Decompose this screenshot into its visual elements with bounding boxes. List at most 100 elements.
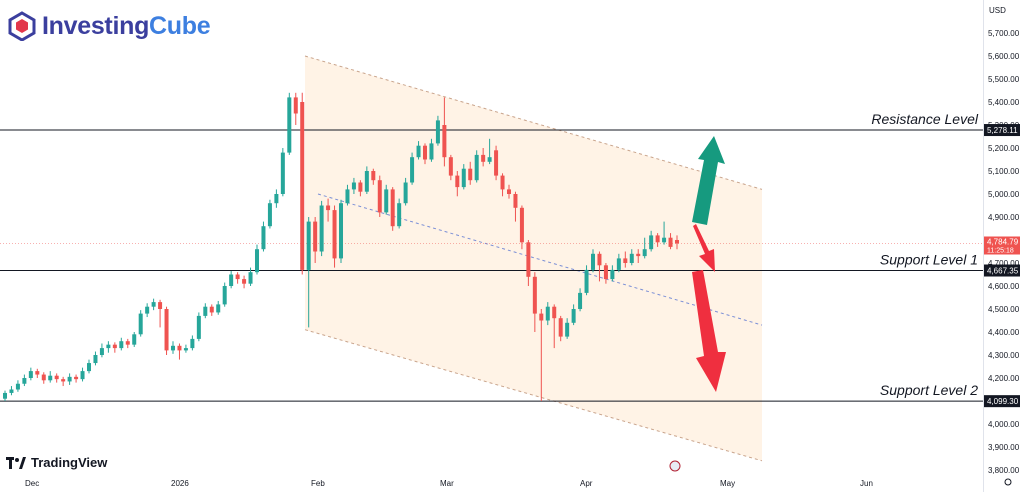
y-tick-label: 5,600.00 xyxy=(988,52,1020,61)
candle-body xyxy=(642,249,647,257)
candle-body xyxy=(41,374,46,381)
cube-logo-icon xyxy=(8,11,36,41)
investingcube-logo: InvestingCube xyxy=(8,8,211,44)
candle-body xyxy=(280,152,285,194)
candle-body xyxy=(48,375,53,381)
level-price-tag: 4,667.35 xyxy=(987,267,1019,276)
candle-body xyxy=(403,182,408,204)
candle-body xyxy=(254,249,260,273)
candle-body xyxy=(603,265,608,280)
y-tick-label: 5,700.00 xyxy=(988,29,1020,38)
channel-upper-line xyxy=(304,55,763,190)
y-tick-label: 5,200.00 xyxy=(988,144,1020,153)
candle-body xyxy=(9,389,14,393)
candle-body xyxy=(481,154,486,162)
candle-body xyxy=(519,207,524,243)
candle-body xyxy=(112,344,117,349)
candle-body xyxy=(345,189,350,204)
y-tick-label: 5,400.00 xyxy=(988,98,1020,107)
level-label: Resistance Level xyxy=(871,111,979,127)
candle-body xyxy=(513,194,518,208)
candle-body xyxy=(61,379,66,382)
y-tick-label: 4,900.00 xyxy=(988,213,1020,222)
y-tick-label: 5,100.00 xyxy=(988,167,1020,176)
candle-body xyxy=(235,274,240,280)
candle-body xyxy=(242,279,247,284)
y-tick-label: 4,600.00 xyxy=(988,282,1020,291)
candle-body xyxy=(571,309,576,323)
candle-body xyxy=(442,125,447,158)
candle-body xyxy=(170,345,176,351)
candle-body xyxy=(177,345,182,351)
candle-body xyxy=(662,237,667,243)
candle-body xyxy=(183,348,188,351)
candle-body xyxy=(74,376,79,380)
level-price-tag-bg xyxy=(984,264,1020,277)
candle-body xyxy=(248,272,253,284)
candle-body xyxy=(22,378,27,384)
candle-body xyxy=(455,175,460,188)
y-tick-label: 4,400.00 xyxy=(988,328,1020,337)
candle-body xyxy=(332,210,337,259)
candle-body xyxy=(306,221,311,270)
candle-body xyxy=(145,306,150,314)
candle-body xyxy=(410,157,415,183)
channel-lower-line xyxy=(304,329,763,462)
y-tick-label: 3,900.00 xyxy=(988,443,1020,452)
candle-body xyxy=(261,226,266,250)
y-tick-label: 4,500.00 xyxy=(988,305,1020,314)
candle-body xyxy=(54,375,59,380)
candle-body xyxy=(487,157,492,162)
candle-body xyxy=(229,274,234,286)
candle-body xyxy=(371,171,376,181)
level-label: Support Level 1 xyxy=(880,252,978,268)
candle-body xyxy=(674,240,680,244)
y-tick-label: 3,800.00 xyxy=(988,466,1020,475)
price-axis-separator xyxy=(983,0,984,492)
candle-body xyxy=(313,221,318,252)
candle-body xyxy=(500,175,505,190)
logo-text-b: Cube xyxy=(149,11,211,40)
x-axis-label: Dec xyxy=(25,479,39,488)
candle-body xyxy=(565,322,570,337)
y-tick-label: 5,500.00 xyxy=(988,75,1020,84)
y-tick-label: 4,200.00 xyxy=(988,374,1020,383)
logo-text-a: Investing xyxy=(42,11,150,40)
y-tick-label: 4,700.00 xyxy=(988,259,1020,268)
x-axis-label: Apr xyxy=(580,479,593,488)
candle-body xyxy=(203,306,208,316)
candle-body xyxy=(119,341,124,349)
candle-body xyxy=(338,203,344,259)
candle-body xyxy=(190,338,195,349)
tradingview-logo-icon xyxy=(6,456,26,469)
candle-body xyxy=(668,237,673,247)
candle-body xyxy=(397,203,402,227)
bullish-arrow xyxy=(692,136,725,225)
currency-label[interactable]: USD xyxy=(989,6,1006,15)
candle-body xyxy=(584,269,589,293)
level-price-tag: 4,099.30 xyxy=(987,397,1019,406)
candle-body xyxy=(209,306,214,313)
candle-body xyxy=(610,269,615,280)
candle-body xyxy=(28,371,33,378)
x-axis-label: 2026 xyxy=(171,479,189,488)
candle-body xyxy=(86,363,92,372)
x-axis-label: Jun xyxy=(860,479,873,488)
y-tick-label: 4,000.00 xyxy=(988,420,1020,429)
x-axis-label: Feb xyxy=(311,479,325,488)
x-axis-label: Mar xyxy=(440,479,454,488)
candle-body xyxy=(164,309,169,351)
candle-body xyxy=(558,318,563,337)
level-price-tag-bg xyxy=(984,124,1020,137)
candle-body xyxy=(267,203,272,227)
candle-body xyxy=(80,371,85,380)
candle-body xyxy=(506,189,512,194)
us-flag-icon xyxy=(669,460,681,472)
level-price-tag: 5,278.11 xyxy=(987,126,1018,135)
channel-mid-line xyxy=(317,193,763,326)
level-price-tag-bg xyxy=(984,395,1020,408)
axis-settings-icon xyxy=(1004,478,1012,486)
tradingview-text: TradingView xyxy=(31,455,108,470)
candle-body xyxy=(448,157,453,176)
